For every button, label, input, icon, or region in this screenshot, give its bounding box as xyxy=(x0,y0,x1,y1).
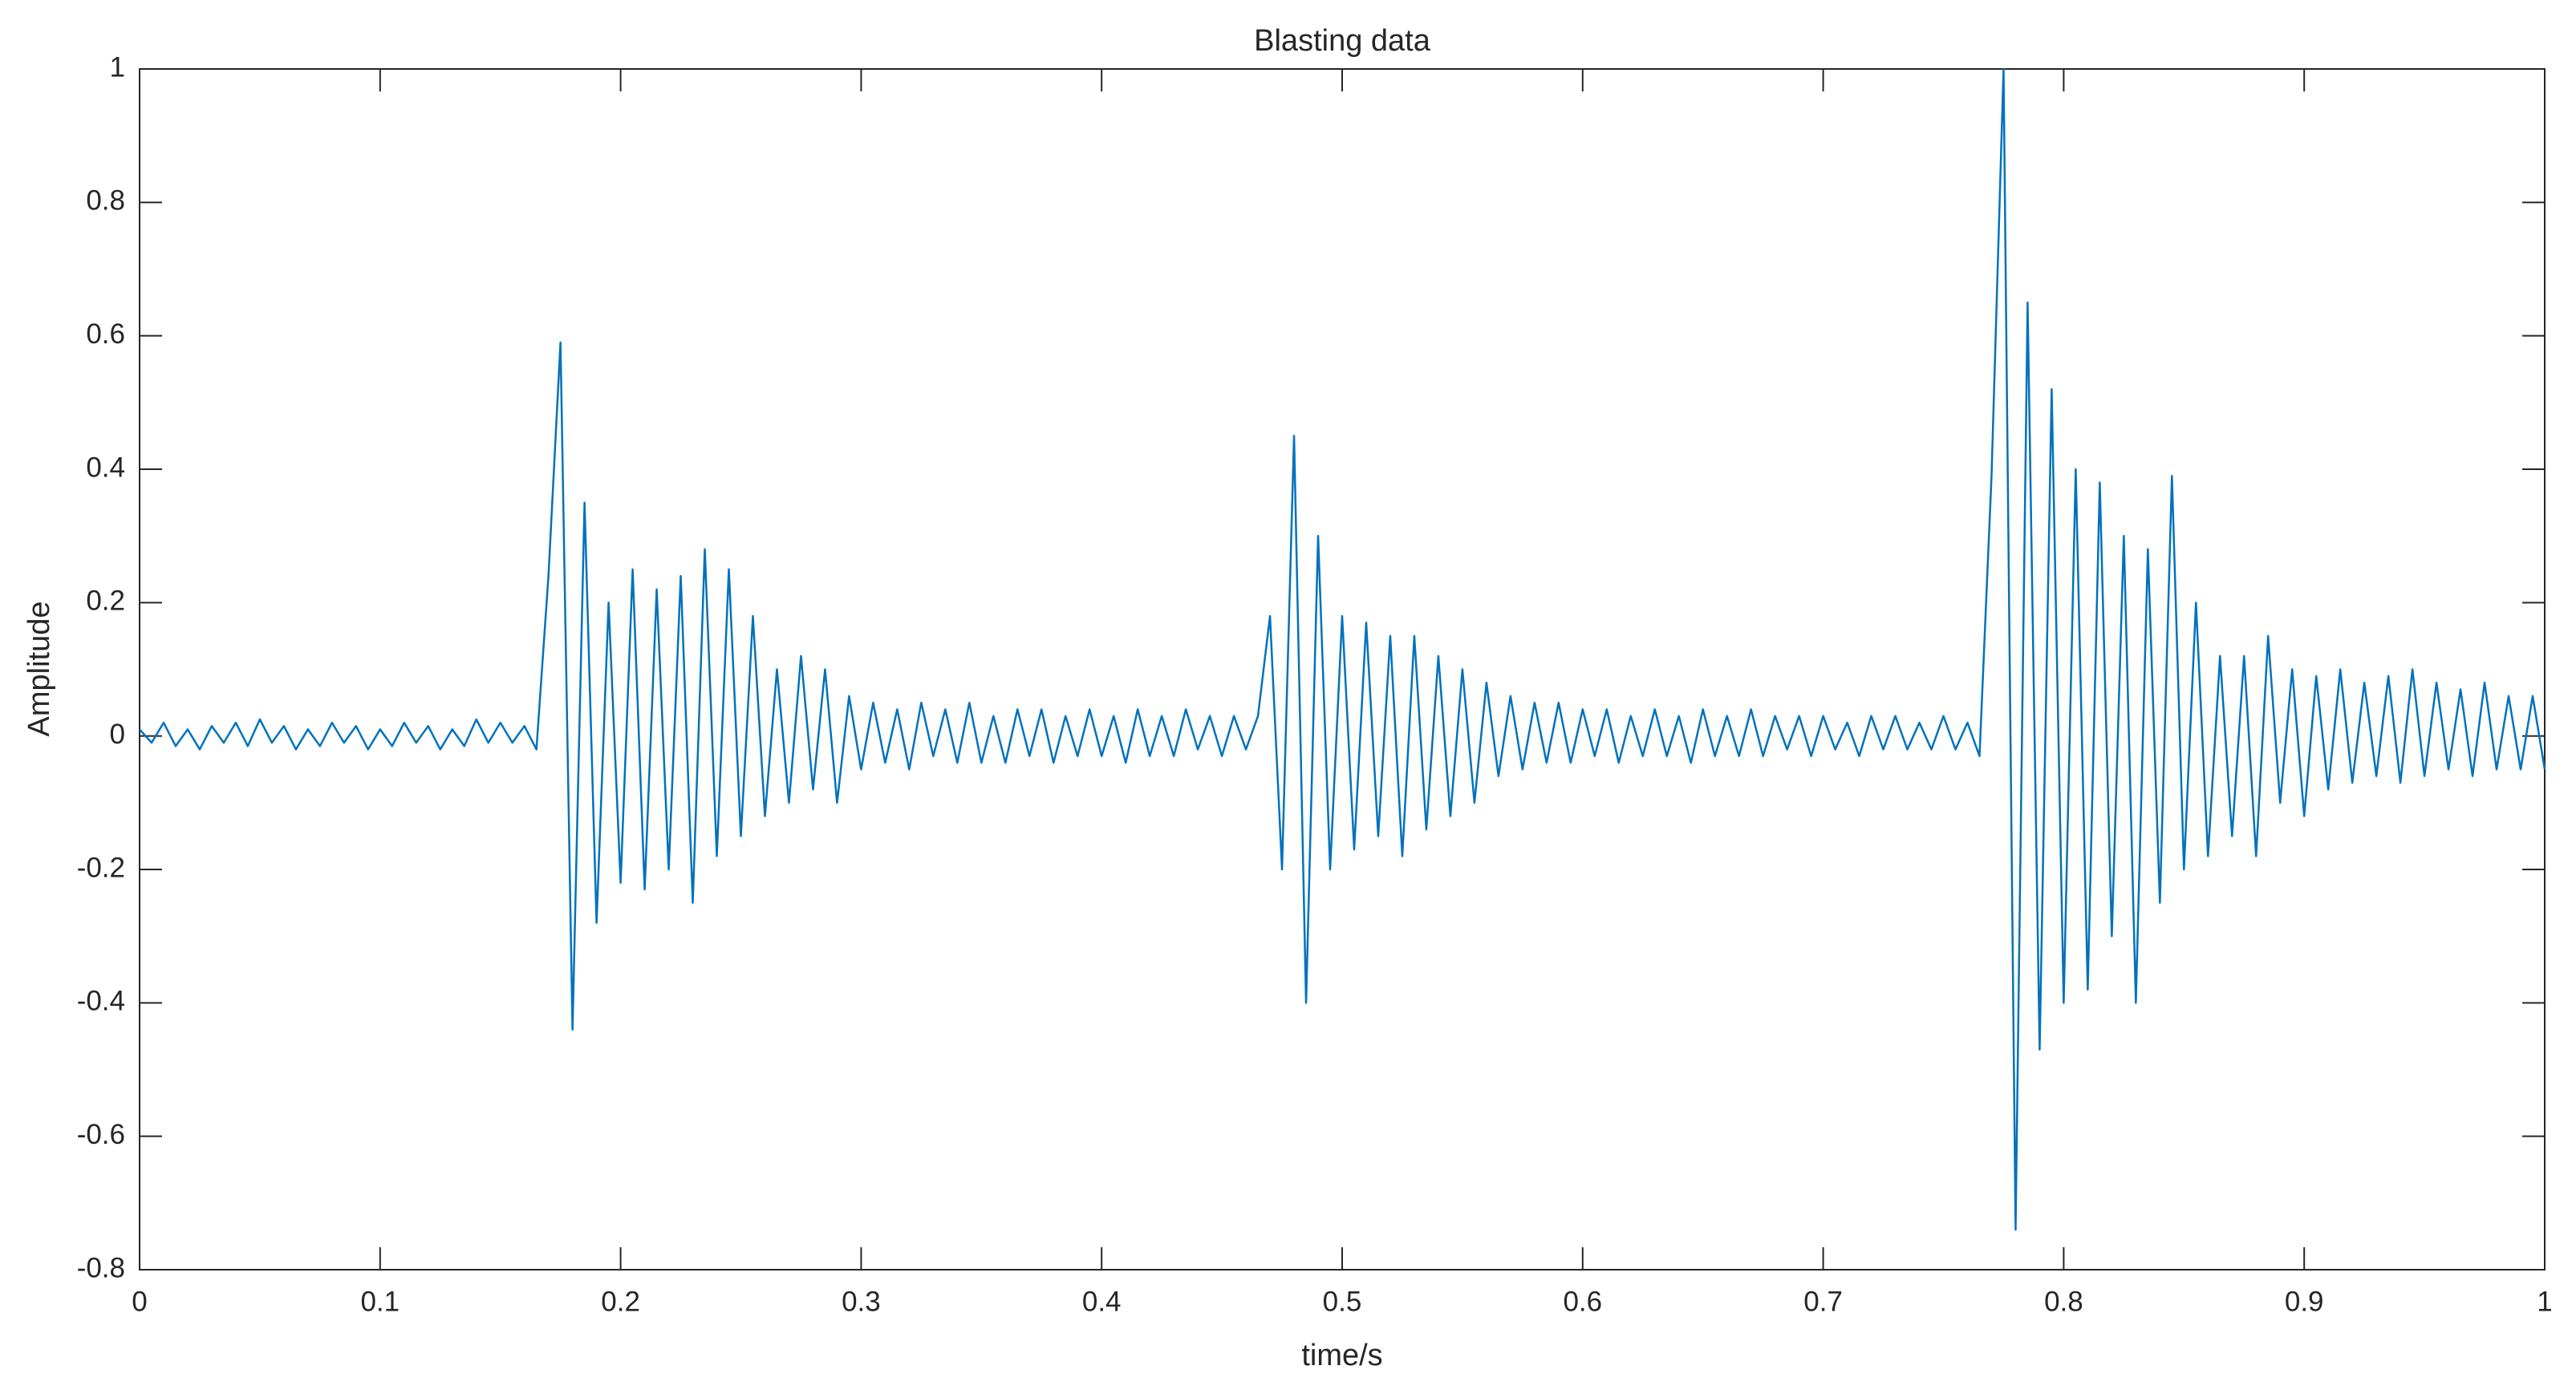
x-axis-label: time/s xyxy=(1301,1339,1382,1372)
y-tick-label: -0.2 xyxy=(77,852,125,883)
y-tick-label: 0.2 xyxy=(86,586,125,617)
y-tick-label: 0.4 xyxy=(86,452,125,483)
y-tick-label: 0 xyxy=(110,719,125,750)
y-tick-label: 0.8 xyxy=(86,185,125,217)
x-tick-label: 0.7 xyxy=(1803,1286,1843,1317)
y-tick-label: -0.4 xyxy=(77,986,125,1017)
y-tick-label: -0.6 xyxy=(77,1119,125,1150)
x-tick-label: 0.8 xyxy=(2044,1286,2083,1317)
x-tick-label: 0.9 xyxy=(2285,1286,2324,1317)
x-tick-label: 0.5 xyxy=(1323,1286,1362,1317)
plot-box xyxy=(139,68,2546,1270)
y-axis-label: Amplitude xyxy=(22,602,56,737)
x-tick-label: 0.6 xyxy=(1563,1286,1602,1317)
y-tick-label: 0.6 xyxy=(86,318,125,350)
x-tick-label: 0.4 xyxy=(1082,1286,1122,1317)
x-tick-label: 0.3 xyxy=(842,1286,881,1317)
x-tick-label: 0 xyxy=(132,1286,147,1317)
y-tick-label: 1 xyxy=(110,51,125,83)
y-tick-label: -0.8 xyxy=(77,1252,125,1283)
signal-line xyxy=(139,67,2546,1231)
x-tick-label: 0.2 xyxy=(601,1286,640,1317)
chart-title: Blasting data xyxy=(1254,24,1431,58)
x-tick-label: 0.1 xyxy=(360,1286,400,1317)
x-tick-label: 1 xyxy=(2537,1286,2552,1317)
